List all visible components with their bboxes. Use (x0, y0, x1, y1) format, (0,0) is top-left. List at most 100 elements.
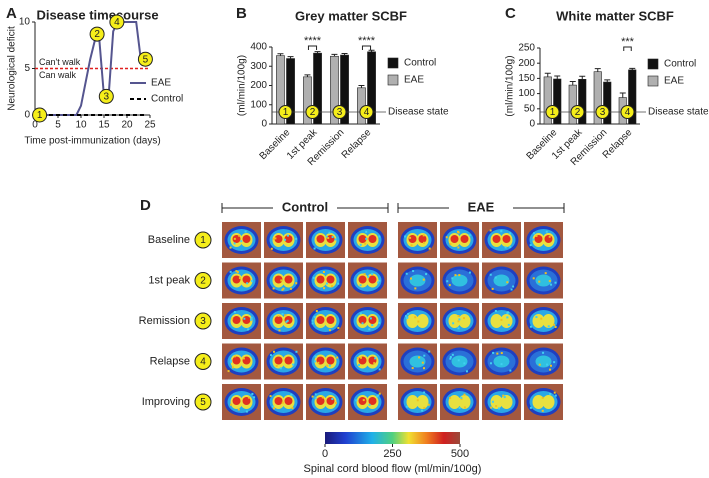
flow-map-speckle (406, 316, 409, 319)
flow-map-speckle (275, 364, 278, 367)
error-bar (604, 79, 611, 83)
flow-map-speckle (295, 282, 298, 285)
flow-map-speckle (229, 360, 232, 363)
y-axis-label: (ml/min/100g) (505, 55, 516, 116)
flow-map-speckle (506, 281, 509, 284)
flow-map-speckle (448, 284, 451, 287)
flow-map-speckle (409, 236, 412, 239)
flow-map (500, 395, 513, 409)
flow-map (232, 397, 241, 405)
legend-label: EAE (151, 78, 171, 89)
error-bar (554, 75, 561, 80)
flow-map-speckle (227, 370, 230, 373)
flow-map-speckle (376, 395, 379, 398)
flow-map-speckle (423, 367, 426, 370)
flow-map-speckle (371, 324, 374, 327)
panel-label: B (236, 5, 247, 22)
flow-map-speckle (428, 247, 431, 250)
flow-map-speckle (364, 242, 367, 245)
flow-map-speckle (281, 313, 284, 316)
state-marker (305, 105, 320, 119)
state-marker (194, 272, 212, 289)
flow-map-speckle (249, 318, 252, 321)
flow-map-speckle (295, 237, 298, 240)
flow-map-speckle (272, 237, 275, 240)
y-tick-label: 200 (518, 58, 535, 69)
flow-map-speckle (359, 356, 362, 359)
state-marker (137, 51, 153, 67)
flow-map (416, 314, 429, 328)
flow-map-speckle (237, 408, 240, 411)
flow-map-speckle (457, 231, 460, 234)
state-marker (359, 105, 374, 119)
flow-map-speckle (540, 317, 543, 320)
flow-map-speckle (468, 271, 471, 274)
flow-map (500, 314, 513, 328)
flow-map-speckle (548, 235, 551, 238)
flow-map-speckle (247, 328, 250, 331)
flow-map-speckle (336, 356, 339, 359)
flow-map-speckle (233, 355, 236, 358)
flow-map-speckle (460, 396, 463, 399)
flow-map-speckle (550, 364, 553, 367)
state-marker (98, 88, 114, 104)
error-bar (629, 67, 636, 70)
state-marker-label: 3 (337, 107, 343, 118)
state-marker-label: 5 (143, 54, 149, 65)
flow-map-speckle (365, 237, 368, 240)
flow-map-speckle (331, 285, 334, 288)
flow-map-speckle (412, 270, 415, 273)
state-marker-label: 4 (114, 17, 120, 28)
flow-map-speckle (290, 393, 293, 396)
legend-label: Control (664, 59, 696, 70)
colorbar-label: Spinal cord blood flow (ml/min/100g) (304, 463, 482, 475)
flow-map-speckle (509, 232, 512, 235)
flow-map (534, 235, 543, 243)
y-tick-label: 0 (24, 110, 30, 121)
state-marker-label: 3 (104, 92, 110, 103)
flow-map-speckle (250, 316, 253, 319)
y-tick-label: 5 (24, 63, 30, 74)
flow-map-speckle (457, 246, 460, 249)
flow-map-speckle (325, 235, 328, 238)
flow-map-speckle (411, 367, 414, 370)
flow-map-speckle (272, 287, 275, 290)
colorbar-tick-label: 500 (451, 448, 469, 460)
state-marker (194, 393, 212, 411)
error-bar (287, 56, 294, 59)
flow-map-speckle (233, 242, 236, 245)
flow-map-speckle (377, 394, 380, 397)
flow-map-speckle (545, 230, 548, 233)
flow-map-speckle (449, 357, 452, 360)
flow-map-speckle (529, 325, 532, 328)
x-tick-label: 5 (55, 120, 61, 131)
flow-map-speckle (313, 247, 316, 250)
flow-map-speckle (554, 281, 557, 284)
flow-map (242, 235, 251, 243)
flow-map-speckle (422, 241, 425, 244)
flow-map-speckle (278, 329, 281, 332)
flow-map-speckle (500, 318, 503, 321)
flow-map-speckle (363, 273, 366, 276)
flow-map (358, 235, 367, 243)
flow-map-speckle (269, 395, 272, 398)
flow-map (408, 235, 417, 243)
panel-label: C (505, 5, 516, 22)
flow-map-speckle (423, 354, 426, 357)
flow-map (316, 397, 325, 405)
state-marker-label: 4 (200, 357, 206, 368)
error-bar (594, 68, 601, 72)
flow-map-speckle (355, 399, 358, 402)
flow-map-speckle (313, 316, 316, 319)
flow-map-speckle (284, 238, 287, 241)
state-marker-label: 1 (550, 107, 556, 118)
flow-map-speckle (286, 319, 289, 322)
flow-map-speckle (421, 409, 424, 412)
chart-title: Disease timecourse (36, 7, 158, 22)
y-axis-label: Neurological deficit (7, 26, 18, 111)
flow-map (418, 235, 427, 243)
flow-map-speckle (247, 396, 250, 399)
flow-map-speckle (421, 361, 424, 364)
flow-map-speckle (371, 272, 374, 275)
